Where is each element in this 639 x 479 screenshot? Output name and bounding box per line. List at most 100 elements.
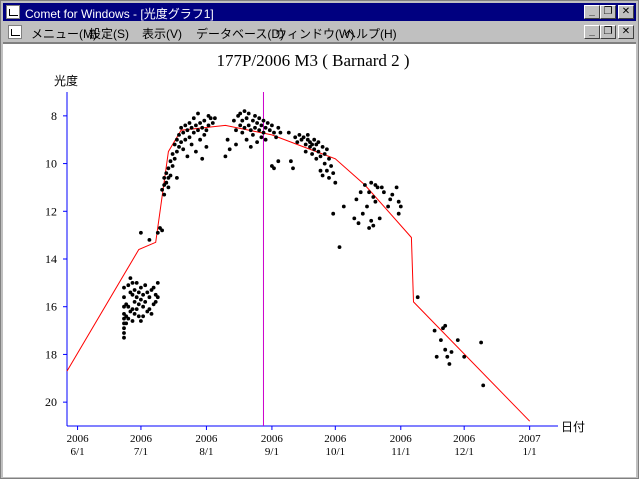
observation-point: [276, 159, 281, 164]
observation-point: [189, 125, 194, 130]
observation-point: [200, 156, 205, 161]
chart-area: 177P/2006 M3 ( Barnard 2 ) 光度 日付 8 10 12 14…: [3, 43, 636, 477]
child-close-button[interactable]: ✕: [618, 25, 634, 39]
observation-point: [213, 116, 217, 121]
observation-point: [145, 290, 150, 295]
observation-point: [303, 142, 308, 147]
observation-point: [134, 307, 139, 311]
observation-point: [257, 116, 262, 121]
observation-point: [322, 161, 327, 166]
menu-item-menu[interactable]: メニュー(M): [31, 27, 97, 41]
observation-point: [147, 238, 152, 242]
observation-point: [320, 173, 325, 178]
observation-point: [155, 295, 160, 300]
observation-point: [443, 323, 448, 328]
observation-point: [441, 326, 445, 331]
child-minimize-button[interactable]: _: [584, 25, 600, 39]
x-tick-year: 2006: [390, 433, 413, 445]
observation-point: [386, 204, 390, 209]
observation-point: [164, 171, 169, 175]
observation-point: [251, 118, 255, 123]
observation-point: [305, 137, 310, 142]
observation-point: [255, 121, 259, 125]
menu-bar: メニュー(M) 設定(S) 表示(V) データベース(D) ウィンドウ(W) ヘ…: [3, 22, 636, 43]
observation-point: [232, 118, 236, 123]
observation-point: [238, 123, 243, 128]
trend-line: [66, 124, 531, 422]
observation-point: [122, 295, 126, 300]
observation-point: [130, 281, 135, 285]
observation-point: [196, 111, 200, 116]
x-tick-year: 2007: [519, 433, 542, 445]
document-icon[interactable]: [8, 25, 22, 39]
observation-point: [295, 140, 300, 144]
x-tick-date: 10/1: [326, 446, 346, 458]
observation-point: [301, 135, 306, 140]
observation-point: [259, 123, 264, 128]
x-tick-date: 8/1: [199, 446, 213, 458]
observation-point: [234, 142, 238, 147]
observation-point: [318, 168, 323, 173]
minimize-button[interactable]: _: [584, 5, 600, 19]
observation-point: [179, 140, 184, 144]
observation-point: [136, 302, 141, 307]
observation-point: [388, 197, 393, 202]
window-title: Comet for Windows - [光度グラフ1]: [25, 7, 214, 21]
observation-point: [367, 226, 371, 230]
menu-item-help[interactable]: ヘルプ(H): [344, 27, 397, 41]
observation-point: [447, 362, 452, 366]
observation-point: [325, 168, 329, 173]
observation-point: [333, 180, 338, 185]
x-tick-year: 2006: [453, 433, 476, 445]
menu-item-database[interactable]: データベース(D): [196, 27, 285, 41]
title-bar[interactable]: Comet for Windows - [光度グラフ1] _ ❐ ✕: [3, 3, 636, 21]
observation-point: [242, 109, 247, 113]
observation-point: [310, 142, 314, 147]
x-tick-year: 2006: [261, 433, 284, 445]
observation-point: [170, 152, 175, 156]
observation-point: [204, 128, 209, 133]
observation-point: [352, 216, 357, 221]
observation-point: [244, 116, 249, 121]
observation-point: [206, 123, 211, 128]
menu-item-settings[interactable]: 設定(S): [89, 27, 129, 41]
observation-point: [354, 197, 359, 202]
observation-point: [259, 135, 264, 140]
close-button[interactable]: ✕: [618, 5, 634, 19]
observation-point: [286, 130, 291, 135]
observation-point: [198, 121, 203, 125]
observation-point: [462, 354, 467, 359]
observation-point: [126, 316, 131, 321]
observation-point: [196, 128, 200, 133]
restore-button[interactable]: ❐: [600, 5, 616, 19]
observation-point: [210, 121, 215, 125]
observation-point: [175, 137, 179, 142]
observation-point: [322, 152, 327, 156]
observation-point: [367, 190, 371, 195]
observation-point: [278, 130, 283, 135]
observation-point: [396, 199, 401, 204]
app-icon[interactable]: [6, 5, 20, 19]
light-curve-chart: 177P/2006 M3 ( Barnard 2 ) 光度 日付 8 10 12 14…: [45, 51, 585, 458]
observation-point: [162, 192, 167, 197]
x-tick-date: 7/1: [134, 446, 148, 458]
observation-point: [177, 145, 181, 149]
observation-point: [293, 135, 298, 140]
observation-point: [136, 314, 141, 319]
observation-point: [122, 285, 126, 290]
menu-item-view[interactable]: 表示(V): [142, 27, 182, 41]
observation-point: [183, 123, 188, 128]
observation-point: [124, 321, 129, 326]
observation-point: [267, 128, 272, 133]
observation-point: [181, 130, 186, 135]
observation-point: [225, 137, 230, 142]
observation-point: [240, 130, 245, 135]
observation-point: [316, 140, 321, 144]
x-tick-year: 2006: [130, 433, 153, 445]
menu-item-window[interactable]: ウィンドウ(W): [275, 27, 355, 41]
observation-point: [455, 338, 460, 342]
observation-point: [170, 164, 175, 168]
observation-point: [172, 156, 177, 161]
observation-point: [227, 147, 232, 152]
child-restore-button[interactable]: ❐: [600, 25, 616, 39]
